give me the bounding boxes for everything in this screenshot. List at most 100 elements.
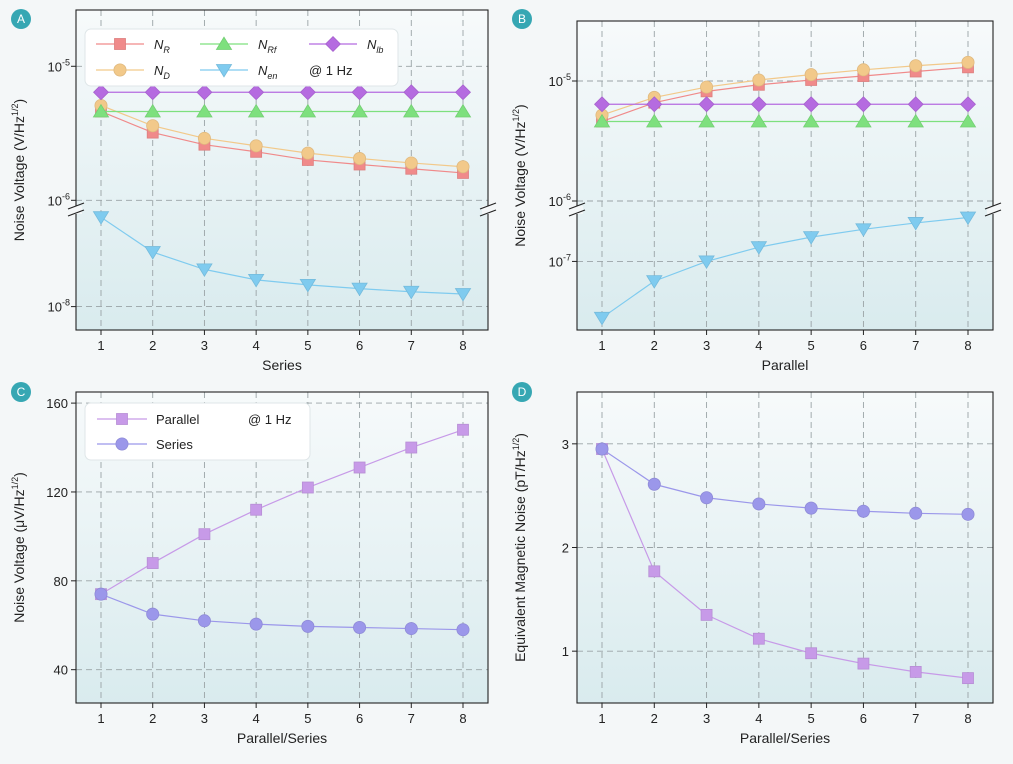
x-tick-label: 3 [703, 711, 710, 726]
point-parallel [962, 672, 974, 685]
panel-badge [11, 9, 31, 29]
point-series [647, 477, 661, 491]
point-ND [909, 59, 923, 73]
legend-box [84, 402, 311, 461]
x-axis-label: Parallel [762, 357, 809, 373]
axis-break-gap [571, 206, 583, 214]
point-NRf [454, 103, 472, 118]
y-tick-label: 1 [562, 644, 569, 659]
axis-break-mark [568, 202, 586, 210]
point-parallel [752, 632, 765, 645]
y-tick-label: 10-6 [549, 192, 571, 209]
legend: NR ND NRf Nen Nlb @ 1 Hz [84, 28, 399, 87]
point-Nen [403, 285, 420, 300]
series-line-ND [100, 104, 464, 168]
point-Nlb [403, 84, 420, 101]
point-Nlb [855, 96, 872, 113]
x-tick-label: 1 [598, 338, 605, 353]
plot-frame [75, 9, 489, 331]
x-axis-label: Parallel/Series [237, 730, 327, 746]
point-Nen [593, 311, 611, 326]
x-axis-label: Series [262, 357, 302, 373]
x-tick-label: 3 [201, 338, 208, 353]
point-NRf [351, 103, 368, 118]
point-ND [752, 73, 766, 87]
point-Nen [907, 217, 924, 231]
x-tick-label: 3 [703, 338, 710, 353]
point-Nen [802, 231, 820, 245]
series-line-series [601, 448, 969, 515]
axis-break-mark [67, 209, 85, 217]
point-Nlb [698, 96, 715, 113]
point-series [456, 623, 470, 637]
point-Nen [144, 246, 161, 260]
y-tick-label: 2 [562, 541, 569, 556]
series-line-series [100, 593, 464, 631]
x-tick-label: 5 [808, 338, 815, 353]
series-line-Nen [601, 216, 969, 319]
point-ND [404, 156, 418, 170]
x-tick-label: 2 [149, 711, 156, 726]
x-tick-label: 7 [408, 338, 415, 353]
point-parallel [805, 647, 818, 660]
panel-c: C 40 80 120 160 1 2 3 4 5 6 7 8 Parallel/Series Noise … [10, 382, 489, 746]
legend-label: Nen [258, 63, 277, 81]
point-Nlb [960, 96, 976, 113]
y-tick-label: 40 [54, 663, 68, 678]
y-tick-label: 10-6 [48, 191, 70, 208]
y-axis-label: Noise Voltage (V/Hz1/2) [511, 104, 528, 246]
plot-frame [576, 20, 994, 331]
point-ND [249, 139, 263, 153]
panel-badge [512, 382, 532, 402]
x-tick-label: 7 [408, 711, 415, 726]
x-tick-label: 4 [755, 711, 762, 726]
panel-b: B 10-5 10-6 10-7 1 2 3 4 5 6 7 8 Parallel Noise Volta… [511, 9, 1002, 373]
point-series [700, 491, 714, 505]
point-Nlb [248, 84, 265, 101]
series-line-parallel [601, 448, 969, 679]
panel-badge-label: D [518, 385, 527, 399]
point-Nen [454, 288, 472, 302]
axis-break-mark [479, 209, 497, 217]
x-tick-label: 5 [304, 338, 311, 353]
x-tick-label: 3 [201, 711, 208, 726]
x-tick-label: 8 [459, 338, 466, 353]
axis-break-gap [482, 206, 494, 214]
point-Nen [855, 223, 872, 237]
plot-frame [75, 391, 489, 704]
point-parallel [353, 461, 366, 474]
y-tick-label: 10-5 [48, 57, 70, 74]
legend-marker [113, 63, 127, 77]
point-series [595, 442, 609, 456]
legend-label: Nlb [367, 37, 383, 55]
axis-break-mark [984, 202, 1002, 210]
point-NRf [855, 113, 872, 128]
legend-label: Parallel [156, 412, 199, 427]
point-parallel [857, 657, 870, 670]
x-tick-label: 5 [304, 711, 311, 726]
x-tick-label: 4 [755, 338, 762, 353]
point-NRf [959, 113, 977, 128]
point-NRf [646, 113, 663, 128]
point-Nlb [646, 96, 663, 113]
point-parallel [198, 528, 211, 541]
legend-marker [114, 38, 126, 50]
point-ND [700, 80, 714, 94]
point-series [146, 607, 160, 621]
point-series [856, 504, 870, 518]
x-tick-label: 1 [97, 338, 104, 353]
x-tick-label: 6 [860, 711, 867, 726]
series-line-NR [601, 66, 969, 123]
x-tick-label: 1 [97, 711, 104, 726]
legend: Parallel Series @ 1 Hz [84, 402, 311, 461]
legend-label: Series [156, 437, 193, 452]
x-tick-label: 5 [808, 711, 815, 726]
x-tick-label: 7 [912, 338, 919, 353]
axis-break-mark [67, 202, 85, 210]
point-Nen [351, 282, 368, 297]
point-parallel [648, 565, 661, 578]
point-series [94, 587, 108, 601]
point-ND [353, 152, 367, 166]
x-axis-label: Parallel/Series [740, 730, 830, 746]
point-ND [456, 160, 470, 174]
